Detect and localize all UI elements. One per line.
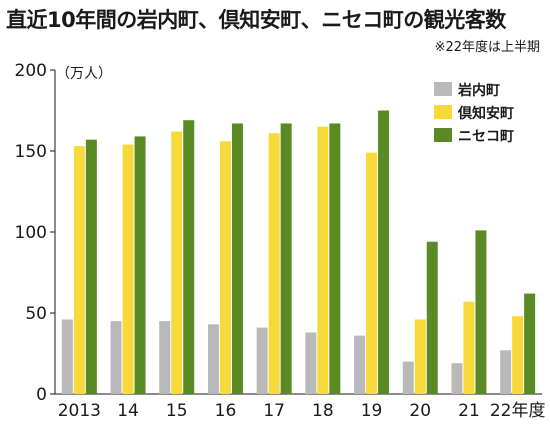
x-tick-label: 17 — [263, 401, 285, 421]
bar-岩内町-18 — [305, 332, 317, 394]
legend-swatch-岩内町 — [434, 82, 452, 96]
y-tick-label: 50 — [25, 304, 47, 324]
bar-倶知安町-17 — [268, 133, 280, 394]
bar-岩内町-17 — [256, 327, 268, 394]
y-tick-label: 200 — [15, 61, 47, 81]
chart-title: 直近10年間の岩内町、倶知安町、ニセコ町の観光客数 — [6, 8, 506, 32]
x-tick-label: 14 — [117, 401, 139, 421]
bar-岩内町-21 — [451, 363, 463, 394]
x-tick-label: 18 — [312, 401, 334, 421]
bar-ニセコ町-2013 — [85, 139, 97, 394]
legend-label-倶知安町: 倶知安町 — [457, 105, 514, 122]
x-tick-label: 15 — [166, 401, 188, 421]
bar-岩内町-2013 — [61, 319, 73, 394]
bar-ニセコ町-14 — [134, 136, 146, 395]
bar-ニセコ町-20 — [426, 241, 438, 394]
y-tick-label: 0 — [36, 385, 47, 405]
x-tick-label: 2013 — [58, 401, 101, 421]
chart-note: ※22年度は上半期 — [434, 40, 540, 55]
bar-岩内町-14 — [110, 321, 122, 394]
legend-swatch-倶知安町 — [434, 105, 452, 119]
legend-label-岩内町: 岩内町 — [457, 82, 500, 99]
bar-倶知安町-16 — [219, 141, 231, 394]
bar-岩内町-15 — [159, 321, 171, 394]
legend-label-ニセコ町: ニセコ町 — [458, 129, 514, 145]
bar-倶知安町-14 — [122, 144, 134, 394]
bar-倶知安町-22年度 — [512, 316, 524, 394]
x-tick-label: 19 — [361, 401, 383, 421]
bar-倶知安町-2013 — [73, 146, 85, 394]
bar-ニセコ町-21 — [475, 230, 487, 394]
bar-岩内町-20 — [402, 361, 414, 394]
bar-岩内町-16 — [207, 324, 219, 394]
x-tick-label: 20 — [409, 401, 431, 421]
bar-ニセコ町-19 — [378, 110, 390, 394]
bar-ニセコ町-17 — [280, 123, 292, 395]
bar-ニセコ町-15 — [183, 120, 195, 394]
bar-倶知安町-15 — [171, 131, 183, 394]
x-tick-label: 21 — [458, 401, 480, 421]
bar-岩内町-22年度 — [500, 350, 512, 394]
bar-倶知安町-21 — [463, 301, 475, 394]
bar-倶知安町-20 — [414, 319, 426, 394]
y-tick-label: 150 — [15, 142, 47, 162]
y-unit-label: （万人） — [56, 66, 112, 82]
bar-岩内町-19 — [354, 335, 366, 394]
x-tick-label: 16 — [215, 401, 237, 421]
x-tick-label: 22年度 — [490, 401, 546, 421]
legend-swatch-ニセコ町 — [434, 128, 452, 142]
bar-ニセコ町-18 — [329, 123, 341, 395]
bar-ニセコ町-16 — [231, 123, 243, 395]
bar-ニセコ町-22年度 — [524, 293, 536, 394]
y-tick-label: 100 — [15, 223, 47, 243]
bar-倶知安町-18 — [317, 126, 329, 394]
bar-倶知安町-19 — [366, 152, 378, 394]
